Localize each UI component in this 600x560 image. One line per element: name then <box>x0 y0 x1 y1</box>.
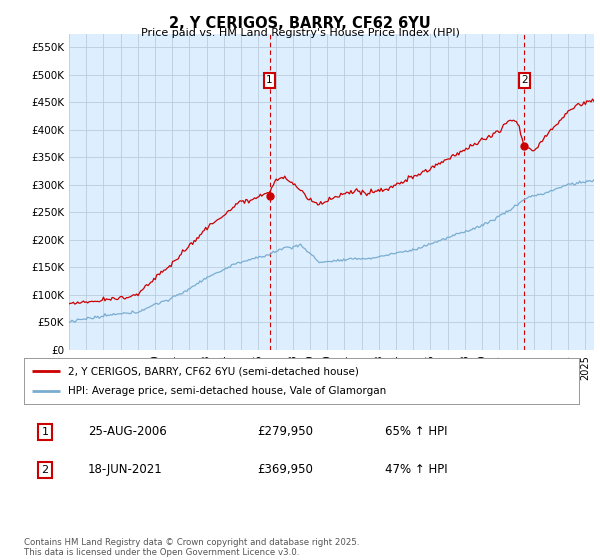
Text: 18-JUN-2021: 18-JUN-2021 <box>88 463 163 476</box>
Text: 1: 1 <box>266 76 273 85</box>
Text: 2, Y CERIGOS, BARRY, CF62 6YU (semi-detached house): 2, Y CERIGOS, BARRY, CF62 6YU (semi-deta… <box>68 366 359 376</box>
Text: Contains HM Land Registry data © Crown copyright and database right 2025.
This d: Contains HM Land Registry data © Crown c… <box>24 538 359 557</box>
Text: Price paid vs. HM Land Registry's House Price Index (HPI): Price paid vs. HM Land Registry's House … <box>140 28 460 38</box>
Text: £369,950: £369,950 <box>257 463 313 476</box>
Text: 2: 2 <box>521 76 528 85</box>
Text: 65% ↑ HPI: 65% ↑ HPI <box>385 426 447 438</box>
Text: 2, Y CERIGOS, BARRY, CF62 6YU: 2, Y CERIGOS, BARRY, CF62 6YU <box>169 16 431 31</box>
Text: £279,950: £279,950 <box>257 426 313 438</box>
Text: 1: 1 <box>41 427 49 437</box>
Text: 2: 2 <box>41 465 49 475</box>
Text: 47% ↑ HPI: 47% ↑ HPI <box>385 463 448 476</box>
Text: HPI: Average price, semi-detached house, Vale of Glamorgan: HPI: Average price, semi-detached house,… <box>68 386 386 396</box>
Text: 25-AUG-2006: 25-AUG-2006 <box>88 426 167 438</box>
